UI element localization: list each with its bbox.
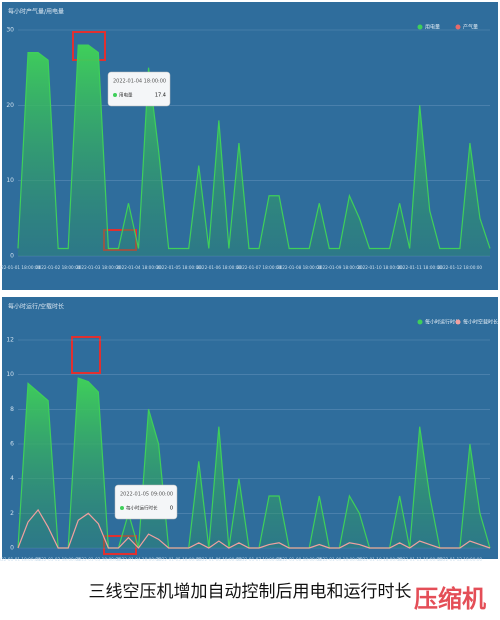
y-tick-label: 8: [10, 406, 14, 413]
x-tick-label: 2022-01-10 18:00:00: [357, 265, 402, 270]
legend-marker: [455, 24, 461, 30]
y-tick-label: 10: [6, 371, 14, 378]
x-tick-label: 2022-01-09 18:00:00: [317, 265, 362, 270]
y-tick-label: 0: [10, 545, 14, 552]
y-tick-label: 30: [6, 27, 14, 34]
tooltip-title: 2022-01-04 18:00:00: [113, 79, 166, 85]
tooltip: [114, 484, 178, 520]
legend-marker: [455, 319, 461, 325]
y-tick-label: 10: [6, 177, 14, 184]
x-tick-label: 2022-01-09 18:00:00: [317, 557, 362, 562]
x-tick-label: 2022-01-08 18:00:00: [277, 557, 322, 562]
x-tick-label: 2022-01-07 18:00:00: [237, 557, 282, 562]
line: [17, 508, 491, 549]
tooltip: [107, 71, 171, 107]
highlight-box: [71, 336, 101, 374]
x-tick-label: 2022-01-12 18:00:00: [438, 265, 483, 270]
watermark: 压缩机: [414, 585, 486, 613]
x-tick-label: 2022-01-05 18:00:00: [156, 557, 201, 562]
x-tick-label: 2022-01-02 18:00:00: [36, 265, 81, 270]
x-tick-label: 2022-01-04 18:00:00: [116, 557, 161, 562]
line: [17, 44, 491, 250]
x-tick-label: 2022-01-10 18:00:00: [357, 557, 402, 562]
legend-label: 产气量: [463, 24, 478, 31]
x-tick-label: 2022-01-02 18:00:00: [36, 557, 81, 562]
x-tick-label: 2022-01-12 18:00:00: [438, 557, 483, 562]
caption: 三线空压机增加自动控制后用电和运行时长: [89, 582, 412, 602]
y-tick-label: 20: [6, 102, 14, 109]
tooltip-value: 17.4: [155, 93, 166, 99]
x-tick-label: 2022-01-11 18:00:00: [397, 265, 442, 270]
x-tick-label: 2022-01-06 18:00:00: [197, 557, 242, 562]
tooltip-series: 每小时运行时长: [126, 505, 158, 512]
y-tick-label: 0: [10, 253, 14, 260]
x-tick-label: 2022-01-03 18:00:00: [76, 557, 121, 562]
tooltip-marker: [113, 93, 117, 97]
tooltip-series: 用电量: [119, 92, 133, 99]
legend-label: 每小时空载时长: [463, 319, 498, 326]
x-tick-label: 2022-01-07 18:00:00: [237, 265, 282, 270]
chart-title: 每小时运行/空载时长: [8, 303, 64, 311]
legend-label: 每小时运行时长: [425, 319, 460, 326]
y-tick-label: 2: [10, 510, 14, 517]
tooltip-marker: [120, 506, 124, 510]
y-tick-label: 6: [10, 441, 14, 448]
legend-label: 用电量: [425, 24, 440, 31]
chart-title: 每小时产气量/用电量: [8, 8, 64, 16]
x-tick-label: 2022-01-04 18:00:00: [116, 265, 161, 270]
y-tick-label: 4: [10, 475, 14, 482]
x-tick-label: 2022-01-11 18:00:00: [397, 557, 442, 562]
x-tick-label: 2022-01-03 18:00:00: [76, 265, 121, 270]
tooltip-value: 0: [170, 506, 173, 512]
tooltip-title: 2022-01-05 09:00:00: [120, 492, 173, 498]
legend-marker: [417, 24, 423, 30]
legend-marker: [417, 319, 423, 325]
x-tick-label: 2022-01-08 18:00:00: [277, 265, 322, 270]
x-tick-label: 2022-01-06 18:00:00: [197, 265, 242, 270]
y-tick-label: 12: [6, 337, 14, 344]
x-tick-label: 2022-01-01 18:00:00: [0, 557, 41, 562]
x-tick-label: 2022-01-05 18:00:00: [156, 265, 201, 270]
x-tick-label: 2022-01-01 18:00:00: [0, 265, 41, 270]
